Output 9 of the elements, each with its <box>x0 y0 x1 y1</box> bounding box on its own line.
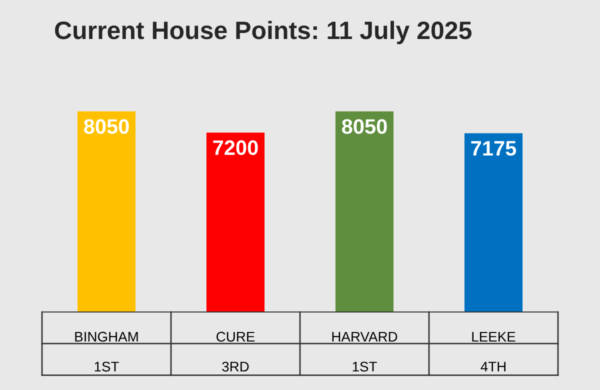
data-label: 8050 <box>342 119 387 134</box>
data-label: 7175 <box>471 141 516 156</box>
category-label: HARVARD 1ST <box>332 332 398 372</box>
category-label: BINGHAM 1ST <box>75 332 138 372</box>
category-label: LEEKE 4TH <box>472 332 516 372</box>
chart-title: Current House Points: 11 July 2025 <box>55 20 472 44</box>
data-label: 7200 <box>213 140 258 156</box>
category-label: CURE 3RD <box>216 332 255 372</box>
data-label: 8050 <box>84 119 129 134</box>
